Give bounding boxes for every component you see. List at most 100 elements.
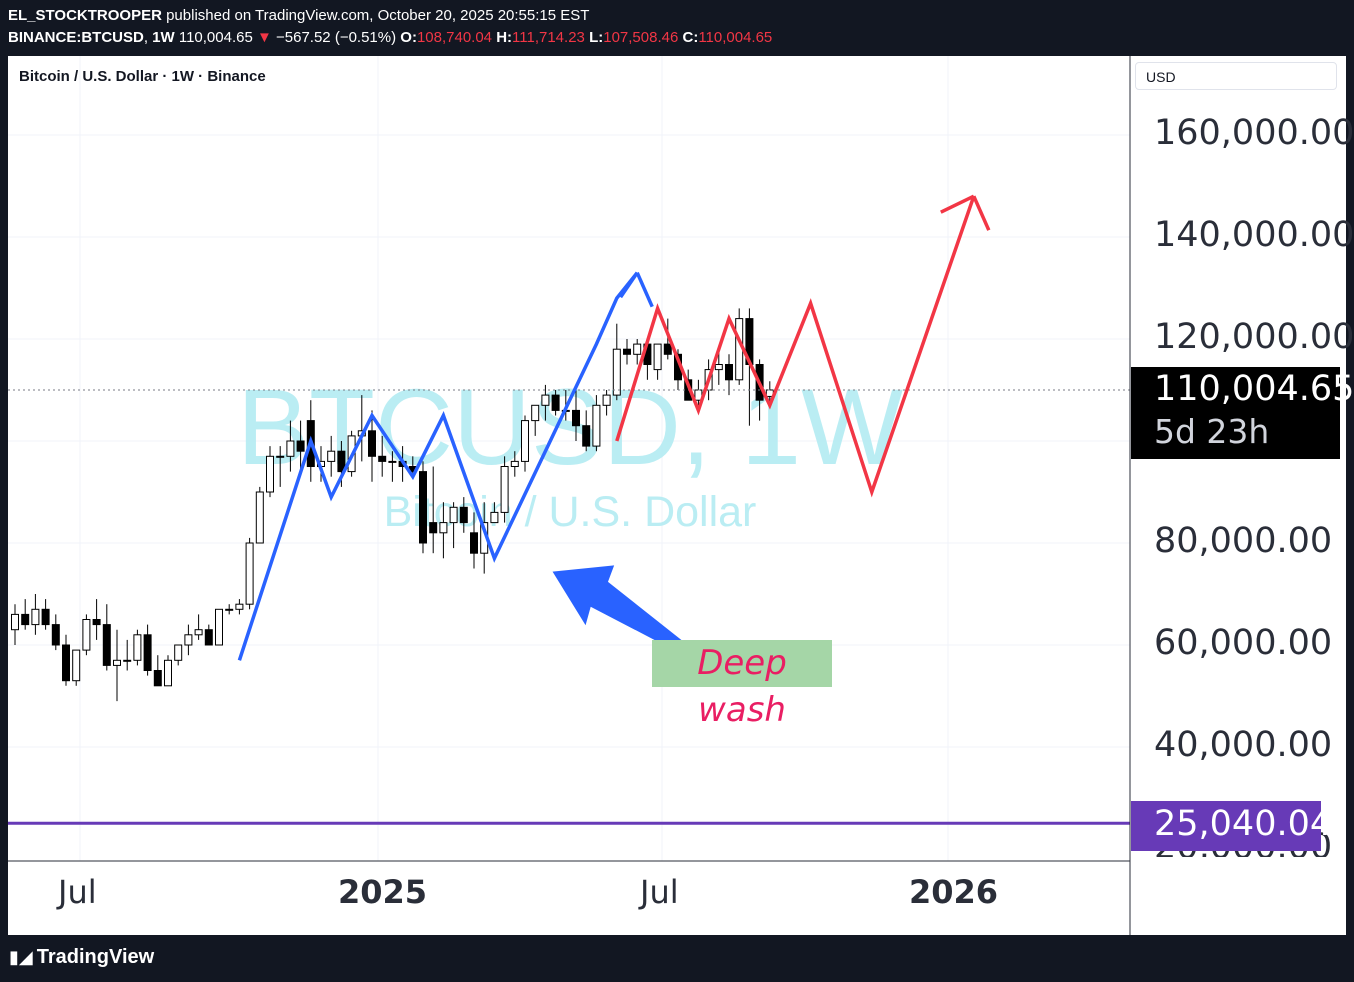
bar-countdown: 5d 23h bbox=[1154, 412, 1270, 451]
candle-up[interactable] bbox=[531, 404, 540, 422]
candle-up[interactable] bbox=[164, 659, 172, 687]
candle-up[interactable] bbox=[592, 404, 601, 447]
tradingview-logo[interactable]: ▮◢ TradingView bbox=[9, 946, 155, 968]
candle-down[interactable] bbox=[429, 522, 438, 534]
price-label: 140,000.00 bbox=[1154, 215, 1354, 255]
candle-down[interactable] bbox=[51, 624, 60, 646]
candle-up[interactable] bbox=[194, 629, 203, 636]
down-arrow-icon: ▼ bbox=[256, 29, 272, 46]
candle-up[interactable] bbox=[184, 634, 193, 646]
interval: 1W bbox=[152, 29, 175, 46]
candle-up[interactable] bbox=[388, 460, 397, 463]
blue-zigzag-path[interactable] bbox=[237, 271, 639, 661]
level-price-value: 25,040.04 bbox=[1154, 804, 1333, 844]
price-label: 40,000.00 bbox=[1154, 725, 1333, 765]
candle-down[interactable] bbox=[470, 532, 478, 554]
red-zigzag-path[interactable] bbox=[615, 195, 976, 498]
candle-up[interactable] bbox=[113, 659, 121, 666]
candle-down[interactable] bbox=[419, 471, 427, 544]
candle-up[interactable] bbox=[490, 511, 499, 524]
candle-up[interactable] bbox=[449, 506, 458, 524]
candle-up[interactable] bbox=[174, 644, 183, 661]
low-label: L: bbox=[589, 29, 604, 46]
candle-up[interactable] bbox=[541, 394, 550, 406]
chart-title: Bitcoin / U.S. Dollar · 1W · Binance bbox=[19, 68, 266, 85]
high-value: 111,714.23 bbox=[512, 29, 585, 46]
candle-up[interactable] bbox=[286, 440, 295, 457]
candle-up[interactable] bbox=[633, 343, 642, 355]
candle-down[interactable] bbox=[204, 629, 213, 646]
candle-down[interactable] bbox=[368, 430, 376, 457]
low-value: 107,508.46 bbox=[603, 29, 679, 46]
currency-button[interactable]: USD bbox=[1135, 62, 1337, 90]
open-label: O: bbox=[400, 29, 417, 46]
blue-path-arrowhead bbox=[635, 271, 654, 308]
blue-path-arrowhead bbox=[619, 271, 639, 299]
candle-down[interactable] bbox=[153, 670, 162, 687]
candle-up[interactable] bbox=[266, 455, 274, 493]
candle-up[interactable] bbox=[235, 603, 244, 610]
candle-up[interactable] bbox=[72, 649, 81, 682]
last-value: 110,004.65 bbox=[178, 29, 253, 46]
candle-down[interactable] bbox=[102, 624, 111, 666]
candle-down[interactable] bbox=[337, 450, 346, 473]
candle-down[interactable] bbox=[21, 613, 30, 626]
candle-down[interactable] bbox=[459, 506, 468, 524]
candle-up[interactable] bbox=[276, 455, 285, 458]
candle-down[interactable] bbox=[725, 364, 733, 381]
time-label: Jul bbox=[58, 873, 97, 911]
publisher-name[interactable]: EL_STOCKTROOPER bbox=[8, 7, 162, 24]
publish-line: EL_STOCKTROOPER published on TradingView… bbox=[8, 7, 589, 24]
candle-down[interactable] bbox=[663, 343, 672, 355]
candle-up[interactable] bbox=[653, 343, 662, 371]
candle-up[interactable] bbox=[500, 466, 509, 513]
candle-down[interactable] bbox=[62, 644, 70, 682]
chart-frame[interactable] bbox=[8, 56, 1346, 935]
candle-up[interactable] bbox=[255, 491, 264, 544]
price-label: 80,000.00 bbox=[1154, 521, 1333, 561]
candle-down[interactable] bbox=[582, 425, 591, 447]
red-path-arrowhead bbox=[940, 194, 975, 214]
candle-up[interactable] bbox=[510, 460, 519, 467]
candle-up[interactable] bbox=[714, 364, 723, 371]
candle-up[interactable] bbox=[11, 613, 19, 631]
candle-up[interactable] bbox=[245, 542, 254, 605]
candle-up[interactable] bbox=[225, 608, 234, 611]
last-price-value: 110,004.65 bbox=[1154, 369, 1354, 409]
deep-wash-annotation[interactable]: Deep wash bbox=[652, 640, 832, 730]
published-text: published on TradingView.com, October 20… bbox=[166, 7, 590, 24]
level-price-label: 25,040.04 bbox=[1131, 801, 1332, 851]
candle-down[interactable] bbox=[41, 608, 50, 626]
time-label-year: 2026 bbox=[909, 873, 999, 911]
symbol: BINANCE:BTCUSD bbox=[8, 29, 144, 46]
ohlc-line: BINANCE:BTCUSD, 1W 110,004.65 ▼ −567.52 … bbox=[8, 29, 773, 46]
candle-up[interactable] bbox=[612, 348, 621, 396]
candle-up[interactable] bbox=[82, 619, 91, 651]
candle-down[interactable] bbox=[296, 440, 305, 452]
high-label: H: bbox=[496, 29, 513, 46]
candle-down[interactable] bbox=[378, 455, 387, 462]
candle-down[interactable] bbox=[623, 348, 631, 355]
candle-down[interactable] bbox=[572, 409, 580, 427]
red-path-arrowhead bbox=[972, 195, 991, 231]
candle-down[interactable] bbox=[92, 619, 101, 626]
candle-up[interactable] bbox=[521, 420, 529, 462]
time-label-year: 2025 bbox=[338, 873, 428, 911]
candle-up[interactable] bbox=[133, 634, 142, 661]
candle-up[interactable] bbox=[31, 608, 40, 626]
candle-up[interactable] bbox=[602, 394, 611, 406]
candle-up[interactable] bbox=[123, 659, 132, 662]
change-value: −567.52 (−0.51%) bbox=[276, 29, 397, 46]
open-value: 108,740.04 bbox=[416, 29, 493, 46]
price-label: 60,000.00 bbox=[1154, 623, 1333, 663]
price-label: 120,000.00 bbox=[1154, 317, 1354, 357]
tradingview-logo-icon: ▮◢ bbox=[9, 947, 33, 967]
candle-up[interactable] bbox=[439, 522, 448, 534]
candle-up[interactable] bbox=[327, 450, 336, 462]
candle-down[interactable] bbox=[143, 634, 152, 671]
close-value: 110,004.65 bbox=[698, 29, 773, 46]
last-price-label: 110,004.65 5d 23h bbox=[1131, 367, 1354, 459]
candle-down[interactable] bbox=[551, 394, 560, 411]
candle-up[interactable] bbox=[215, 608, 223, 646]
